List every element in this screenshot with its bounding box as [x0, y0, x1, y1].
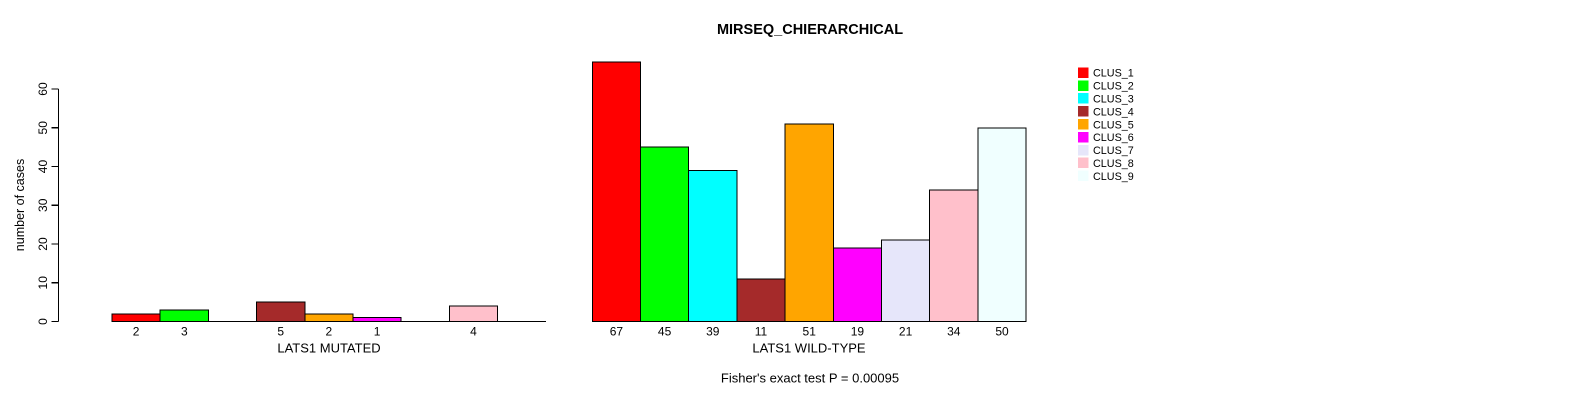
bar-clus_4 — [256, 301, 306, 322]
legend-label: CLUS_5 — [1093, 119, 1134, 131]
bar-clus_9 — [977, 127, 1027, 322]
legend-swatch-clus_6 — [1078, 131, 1089, 143]
legend-label: CLUS_2 — [1093, 81, 1134, 93]
y-tick-label: 60 — [36, 82, 50, 96]
bar-value-label: 50 — [995, 325, 1009, 339]
bar-clus_8 — [929, 189, 979, 322]
y-axis: 0 10 20 30 40 50 60 — [36, 82, 60, 325]
y-tick-label: 10 — [36, 276, 50, 290]
bar-clus_6 — [832, 247, 882, 322]
bar-value-label: 1 — [374, 325, 381, 339]
chart-title: MIRSEQ_CHIERARCHICAL — [717, 22, 903, 38]
bar-clus_3 — [688, 169, 738, 322]
bar-value-label: 2 — [326, 325, 333, 339]
bar-clus_1 — [591, 61, 641, 322]
bar-value-label: 39 — [706, 325, 720, 339]
y-tick-label: 40 — [36, 160, 50, 174]
legend-label: CLUS_6 — [1093, 132, 1134, 144]
bar-clus_2 — [640, 146, 690, 322]
legend-swatch-clus_9 — [1078, 170, 1089, 182]
bar-value-label: 4 — [470, 325, 477, 339]
bar-clus_5 — [784, 123, 834, 322]
y-tick-label: 30 — [36, 198, 50, 212]
bar-value-label: 5 — [277, 325, 284, 339]
bar-value-label: 51 — [803, 325, 817, 339]
bar-clus_4 — [736, 278, 786, 322]
legend-label: CLUS_7 — [1093, 145, 1134, 157]
legend: CLUS_1CLUS_2CLUS_3CLUS_4CLUS_5CLUS_6CLUS… — [1078, 67, 1134, 183]
bar-value-label: 67 — [610, 325, 624, 339]
bar-value-label: 19 — [851, 325, 865, 339]
bar-value-label: 45 — [658, 325, 672, 339]
bar-value-label: 21 — [899, 325, 913, 339]
x-axis-label-wild-type: LATS1 WILD-TYPE — [752, 341, 866, 356]
bar-clus_5 — [304, 313, 354, 322]
bar-value-label: 2 — [133, 325, 140, 339]
y-tick-label: 0 — [36, 318, 50, 325]
legend-label: CLUS_9 — [1093, 171, 1134, 183]
bar-clus_2 — [159, 309, 209, 322]
legend-label: CLUS_8 — [1093, 158, 1134, 170]
legend-swatch-clus_3 — [1078, 93, 1089, 104]
bar-value-label: 3 — [181, 325, 188, 339]
legend-label: CLUS_3 — [1093, 94, 1134, 106]
y-axis-label: number of cases — [13, 159, 27, 251]
y-tick-label: 20 — [36, 237, 50, 251]
bar-clus_8 — [448, 305, 499, 322]
bar-clus_1 — [111, 313, 161, 322]
y-tick-label: 50 — [36, 121, 50, 135]
legend-swatch-clus_1 — [1078, 67, 1089, 78]
bar-value-label: 11 — [755, 325, 768, 339]
legend-swatch-clus_8 — [1078, 157, 1089, 169]
legend-swatch-clus_2 — [1078, 80, 1089, 91]
bar-clus_7 — [881, 239, 931, 322]
legend-swatch-clus_4 — [1078, 106, 1089, 117]
bar-group-lats1-mutated: 2 3 5 2 1 4 — [111, 301, 546, 339]
legend-label: CLUS_1 — [1093, 68, 1134, 80]
fisher-test-annotation: Fisher's exact test P = 0.00095 — [721, 371, 899, 386]
legend-swatch-clus_7 — [1078, 144, 1089, 156]
x-axis-label-mutated: LATS1 MUTATED — [277, 341, 380, 356]
legend-label: CLUS_4 — [1093, 106, 1134, 118]
bar-group-lats1-wild-type: 67 45 39 11 51 19 21 34 50 — [591, 61, 1027, 339]
bar-value-label: 34 — [947, 325, 961, 339]
legend-swatch-clus_5 — [1078, 119, 1089, 130]
